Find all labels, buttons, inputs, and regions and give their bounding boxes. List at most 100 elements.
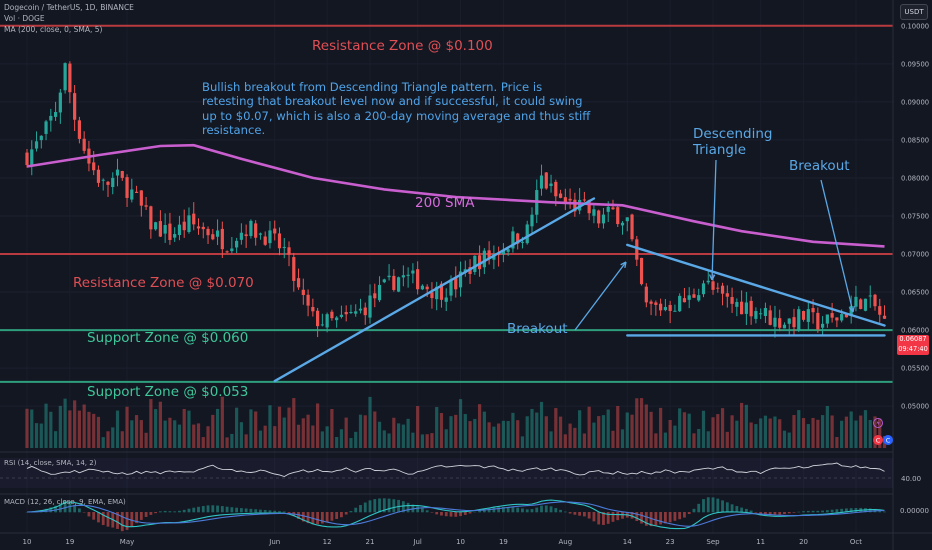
macd-histogram-bar xyxy=(621,512,624,519)
macd-histogram-bar xyxy=(216,505,219,513)
dividend-icon[interactable] xyxy=(883,435,893,445)
candle-body xyxy=(130,189,134,200)
time-tick-label: Jul xyxy=(412,538,422,546)
candle-body xyxy=(868,295,872,297)
volume-bar xyxy=(325,426,329,448)
candle-body xyxy=(254,223,258,238)
macd-histogram-bar xyxy=(273,510,277,513)
volume-bar xyxy=(396,423,401,448)
macd-histogram-bar xyxy=(468,512,472,514)
time-tick-label: 23 xyxy=(666,538,675,546)
volume-bar xyxy=(477,404,482,448)
candle-body xyxy=(263,236,267,245)
volume-bar xyxy=(740,402,744,448)
candle-body xyxy=(235,240,239,248)
candle-body xyxy=(49,115,53,121)
candle-body xyxy=(687,295,691,300)
candle-body xyxy=(844,313,849,318)
volume-bar xyxy=(63,398,67,448)
candle-body xyxy=(92,162,96,171)
macd-histogram-bar xyxy=(473,511,477,513)
volume-bar xyxy=(687,413,691,448)
macd-histogram-bar xyxy=(235,507,239,513)
candle-body xyxy=(763,308,768,316)
macd-histogram-bar xyxy=(254,509,258,513)
event-icons[interactable]: C C xyxy=(873,417,895,447)
macd-histogram-bar xyxy=(492,507,496,513)
rsi-level-label: 40.00 xyxy=(901,475,921,483)
rsi-panel xyxy=(0,451,893,488)
candle-body xyxy=(211,234,215,240)
volume-bar xyxy=(292,398,296,448)
volume-bar xyxy=(578,410,582,448)
candle-body xyxy=(549,183,553,187)
candle-body xyxy=(573,199,577,212)
candle-body xyxy=(330,311,334,319)
candle-body xyxy=(277,233,282,249)
volume-bar xyxy=(868,419,872,448)
time-tick-label: 19 xyxy=(65,538,74,546)
candle-body xyxy=(282,246,286,248)
volume-bar xyxy=(816,419,820,448)
candle-body xyxy=(173,234,177,238)
time-tick-label: 19 xyxy=(499,538,508,546)
time-tick-label: 10 xyxy=(456,538,465,546)
price-tick-label: 0.07000 xyxy=(901,251,929,259)
volume-bar xyxy=(830,415,834,448)
time-tick-label: 12 xyxy=(323,538,332,546)
volume-bar xyxy=(497,423,501,448)
volume-bar xyxy=(258,430,263,448)
candle-body xyxy=(154,222,158,230)
volume-bar xyxy=(34,423,39,448)
macd-histogram-bar xyxy=(349,511,353,513)
macd-histogram-bar xyxy=(373,499,377,513)
volume-bar xyxy=(516,420,520,448)
price-tick-label: 0.08500 xyxy=(901,136,929,144)
macd-histogram-bar xyxy=(421,508,424,513)
macd-histogram-bar xyxy=(58,503,62,513)
candle-body xyxy=(525,224,529,244)
time-axis: 10 19 May Jun 12 21 Jul 10 19 Aug 14 23 Sep 11 20 Oct xyxy=(0,532,932,546)
candle-body xyxy=(53,112,58,117)
volume-bar xyxy=(158,401,162,448)
candle-body xyxy=(316,310,320,327)
current-price-badge: 0.06087 09:47:40 xyxy=(897,335,929,355)
macd-histogram-bar xyxy=(530,509,534,513)
lightning-icon[interactable] xyxy=(873,418,883,428)
macd-histogram-bar xyxy=(182,509,186,513)
macd-histogram-bar xyxy=(135,512,138,524)
candle-body xyxy=(344,312,348,315)
volume-bar xyxy=(268,405,272,448)
macd-histogram-bar xyxy=(768,512,772,516)
macd-level-label: 0.00000 xyxy=(900,507,929,515)
macd-histogram-bar xyxy=(587,512,591,519)
volume-bar xyxy=(635,398,639,448)
candle-body xyxy=(39,135,43,141)
earnings-icon[interactable] xyxy=(873,435,883,445)
macd-histogram-bar xyxy=(87,512,91,517)
macd-histogram-bar xyxy=(316,512,320,525)
volume-bar xyxy=(249,409,253,448)
macd-histogram-bar xyxy=(754,512,758,513)
time-tick-label: Jun xyxy=(268,538,280,546)
volume-bar xyxy=(211,414,215,448)
resistance-100-label: Resistance Zone @ $0.100 xyxy=(312,38,493,54)
volume-bar xyxy=(620,429,625,448)
macd-histogram-bar xyxy=(511,507,515,513)
candle-body xyxy=(25,152,29,166)
candle-body xyxy=(287,247,291,255)
candle-body xyxy=(258,233,263,235)
candle-body xyxy=(382,279,386,283)
currency-button[interactable]: USDT xyxy=(900,4,928,20)
macd-histogram-bar xyxy=(668,512,672,523)
volume-bar xyxy=(311,425,315,448)
volume-bar xyxy=(254,411,258,448)
macd-histogram-bar xyxy=(692,508,696,513)
volume-bar xyxy=(235,407,239,448)
candle-body xyxy=(177,224,182,236)
candle-body xyxy=(473,255,477,272)
candle-body xyxy=(296,278,301,288)
macd-histogram-bar xyxy=(540,505,543,513)
macd-histogram-bar xyxy=(749,510,753,513)
